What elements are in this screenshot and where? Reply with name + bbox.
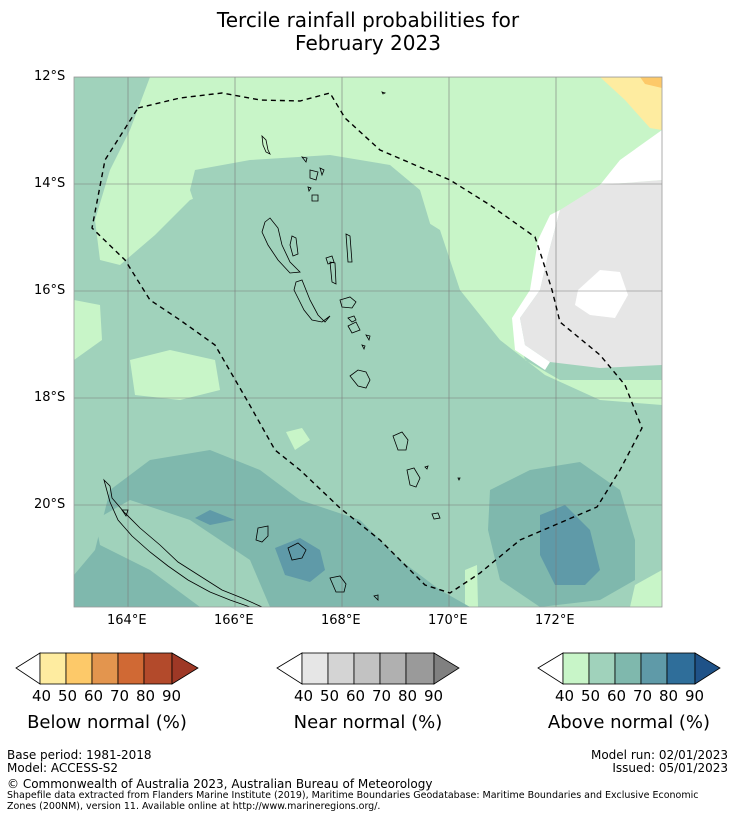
map-title-line1: Tercile rainfall probabilities for — [216, 8, 520, 32]
layer-gap — [512, 210, 560, 370]
cb-below-tick-60: 60 — [84, 687, 104, 705]
layer-below-50 — [640, 77, 662, 88]
footer-model: Model: ACCESS-S2 — [7, 761, 119, 775]
cb-near-tick-70: 70 — [372, 687, 392, 705]
cb-near-tick-60: 60 — [346, 687, 366, 705]
coastlines — [103, 91, 461, 607]
footer-model-run: Model run: 02/01/2023 — [590, 748, 728, 762]
layer-above-40-se2 — [630, 570, 662, 607]
cb-above-tick-40: 40 — [555, 687, 575, 705]
cb-below-tick-80: 80 — [136, 687, 156, 705]
eez-boundary — [91, 92, 643, 594]
lon-label-170e: 170°E — [428, 613, 468, 628]
footer-base-period: Base period: 1981-2018 — [7, 748, 152, 762]
colorbar-below-normal — [15, 652, 199, 685]
lat-label-18s: 18°S — [34, 390, 66, 405]
layer-near-normal — [520, 180, 662, 368]
cb-above-tick-60: 60 — [607, 687, 627, 705]
cb-near-tick-90: 90 — [424, 687, 444, 705]
cb-near-label: Near normal (%) — [293, 712, 443, 733]
layer-above-40-dot — [286, 428, 310, 450]
lat-label-14s: 14°S — [34, 176, 66, 191]
layer-above-70-a — [275, 538, 325, 582]
cb-near-tick-50: 50 — [320, 687, 340, 705]
cb-above-tick-50: 50 — [581, 687, 601, 705]
cb-above-tick-80: 80 — [659, 687, 679, 705]
layer-above-40-se — [465, 565, 478, 607]
layer-above-40-west — [130, 350, 220, 400]
cb-near-tick-40: 40 — [294, 687, 314, 705]
layer-above-50-east — [655, 405, 662, 440]
footer-copyright: © Commonwealth of Australia 2023, Austra… — [7, 777, 433, 791]
cb-below-tick-50: 50 — [58, 687, 78, 705]
cb-below-tick-90: 90 — [162, 687, 182, 705]
layer-above-50-center — [190, 155, 445, 320]
layer-above-40-ring — [74, 300, 102, 360]
cb-above-tick-90: 90 — [685, 687, 705, 705]
layer-gap-ne — [600, 130, 662, 185]
footer-shapefile-note: Shapefile data extracted from Flanders M… — [7, 790, 699, 812]
cb-above-tick-70: 70 — [633, 687, 653, 705]
lon-label-166e: 166°E — [214, 613, 254, 628]
footer-issued: Issued: 05/01/2023 — [612, 761, 728, 775]
cb-above-label: Above normal (%) — [547, 712, 711, 733]
map-frame — [73, 76, 663, 608]
lon-label-172e: 172°E — [535, 613, 575, 628]
colorbar-near-normal — [276, 652, 460, 685]
lon-label-164e: 164°E — [107, 613, 147, 628]
layer-above-40-north — [95, 77, 662, 405]
lat-label-16s: 16°S — [34, 283, 66, 298]
colorbar-above-normal — [537, 652, 721, 685]
grid-lines — [74, 77, 662, 607]
map-title-line2: February 2023 — [295, 31, 441, 55]
cb-near-tick-80: 80 — [398, 687, 418, 705]
layer-near-normal-hole — [575, 270, 628, 318]
map-area — [74, 77, 662, 607]
lat-label-20s: 20°S — [34, 497, 66, 512]
layer-above-70-b — [195, 510, 235, 525]
lat-label-12s: 12°S — [34, 69, 66, 84]
cb-below-label: Below normal (%) — [27, 712, 187, 733]
cb-below-tick-40: 40 — [32, 687, 52, 705]
lon-label-168e: 168°E — [321, 613, 361, 628]
layer-below-40 — [600, 77, 662, 130]
cb-below-tick-70: 70 — [110, 687, 130, 705]
